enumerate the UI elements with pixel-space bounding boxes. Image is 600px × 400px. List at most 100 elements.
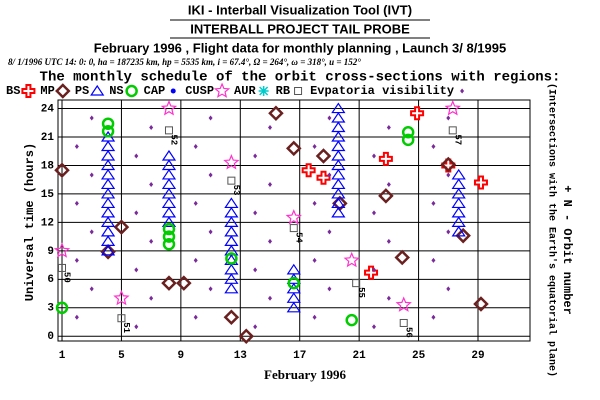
marker-diamond bbox=[54, 162, 70, 178]
marker-diamond bbox=[176, 275, 192, 291]
marker-triangle bbox=[224, 273, 239, 284]
marker-circle bbox=[225, 252, 238, 265]
marker-triangle bbox=[451, 187, 466, 199]
legend-symbol bbox=[170, 88, 176, 94]
marker-small-diamond bbox=[208, 115, 213, 121]
marker-circle bbox=[101, 117, 115, 130]
marker-star bbox=[223, 154, 240, 170]
marker-small-diamond bbox=[372, 324, 377, 330]
marker-small-diamond bbox=[446, 286, 451, 292]
x-tick-label: 29 bbox=[471, 350, 484, 362]
marker-small-diamond bbox=[386, 125, 391, 131]
legend-label: Evpatoria visibility bbox=[310, 84, 454, 98]
marker-small-diamond bbox=[149, 295, 154, 301]
marker-small-diamond bbox=[253, 267, 258, 273]
orbit-parameters: 8/ 1/1996 UTC 14: 0: 0, ha = 187235 km, … bbox=[8, 57, 361, 67]
legend-symbol bbox=[460, 88, 465, 94]
marker-square bbox=[352, 279, 361, 288]
marker-cross bbox=[378, 151, 393, 166]
marker-star bbox=[444, 99, 461, 116]
marker-triangle bbox=[224, 282, 239, 294]
marker-small-diamond bbox=[386, 295, 391, 301]
marker-small-diamond bbox=[253, 210, 258, 216]
orbit-number: 54 bbox=[293, 232, 303, 243]
marker-square bbox=[448, 126, 457, 135]
marker-triangle bbox=[161, 159, 177, 171]
marker-triangle bbox=[451, 206, 466, 218]
marker-small-diamond bbox=[431, 143, 436, 149]
marker-triangle bbox=[286, 292, 301, 303]
marker-cross bbox=[301, 163, 316, 178]
marker-small-diamond bbox=[74, 257, 79, 263]
marker-small-diamond bbox=[312, 314, 317, 320]
marker-triangle bbox=[100, 178, 116, 190]
marker-small-diamond bbox=[268, 125, 273, 131]
x-axis-label: February 1996 bbox=[264, 367, 346, 382]
orbit-number: 56 bbox=[403, 327, 413, 338]
orbit-number: 55 bbox=[356, 287, 366, 298]
right-axis-sublabel: (Intersections with the Earth's equatori… bbox=[545, 83, 557, 377]
marker-cross bbox=[473, 175, 488, 190]
marker-triangle bbox=[331, 159, 346, 171]
marker-circle bbox=[401, 133, 415, 147]
marker-small-diamond bbox=[74, 314, 79, 320]
legend-symbol bbox=[213, 82, 231, 98]
marker-circle bbox=[55, 301, 69, 315]
marker-small-diamond bbox=[386, 181, 391, 187]
marker-cross bbox=[316, 170, 331, 185]
y-tick-label: 0 bbox=[47, 331, 54, 343]
marker-triangle bbox=[100, 206, 116, 218]
marker-small-diamond bbox=[253, 324, 258, 330]
orbit-number: 57 bbox=[452, 134, 462, 145]
marker-triangle bbox=[331, 197, 346, 209]
marker-diamond bbox=[268, 105, 284, 122]
marker-small-diamond bbox=[193, 257, 198, 263]
marker-small-diamond bbox=[312, 200, 317, 206]
y-tick-label: 12 bbox=[41, 217, 54, 229]
marker-small-diamond bbox=[208, 229, 213, 235]
y-tick-label: 6 bbox=[47, 274, 54, 286]
marker-small-diamond bbox=[193, 143, 198, 149]
marker-small-diamond bbox=[431, 200, 436, 206]
marker-triangle bbox=[331, 130, 346, 142]
marker-small-diamond bbox=[149, 238, 154, 244]
marker-small-diamond bbox=[89, 115, 94, 121]
marker-small-diamond bbox=[431, 314, 436, 320]
legend-label: PS bbox=[75, 84, 89, 98]
marker-square bbox=[289, 224, 298, 233]
marker-triangle bbox=[451, 168, 466, 180]
x-tick-label: 1 bbox=[59, 350, 66, 362]
marker-small-diamond bbox=[74, 200, 79, 206]
plot-frame bbox=[57, 99, 531, 342]
legend-label: CAP bbox=[144, 84, 166, 98]
marker-triangle bbox=[161, 197, 177, 209]
y-tick-label: 21 bbox=[41, 132, 55, 144]
marker-small-diamond bbox=[327, 172, 332, 178]
marker-triangle bbox=[224, 216, 239, 227]
marker-triangle bbox=[451, 178, 466, 190]
legend-label: NS bbox=[109, 84, 123, 98]
marker-diamond bbox=[223, 309, 240, 326]
marker-triangle bbox=[100, 140, 116, 152]
x-tick-label: 17 bbox=[293, 350, 306, 362]
marker-star bbox=[53, 242, 71, 258]
marker-diamond bbox=[455, 227, 471, 244]
marker-diamond bbox=[238, 328, 255, 345]
marker-triangle bbox=[224, 244, 239, 256]
legend-symbol bbox=[125, 84, 138, 98]
marker-small-diamond bbox=[446, 115, 451, 121]
marker-small-diamond bbox=[327, 286, 332, 292]
y-tick-label: 3 bbox=[47, 303, 54, 315]
marker-circle bbox=[162, 237, 176, 251]
marker-small-diamond bbox=[372, 210, 377, 216]
legend-label: BS bbox=[6, 84, 20, 98]
marker-small-diamond bbox=[193, 200, 198, 206]
marker-triangle bbox=[331, 206, 346, 218]
marker-small-diamond bbox=[268, 238, 273, 244]
x-tick-label: 25 bbox=[412, 350, 426, 362]
marker-circle bbox=[162, 230, 176, 243]
marker-triangle bbox=[286, 263, 301, 275]
marker-small-diamond bbox=[149, 181, 154, 187]
